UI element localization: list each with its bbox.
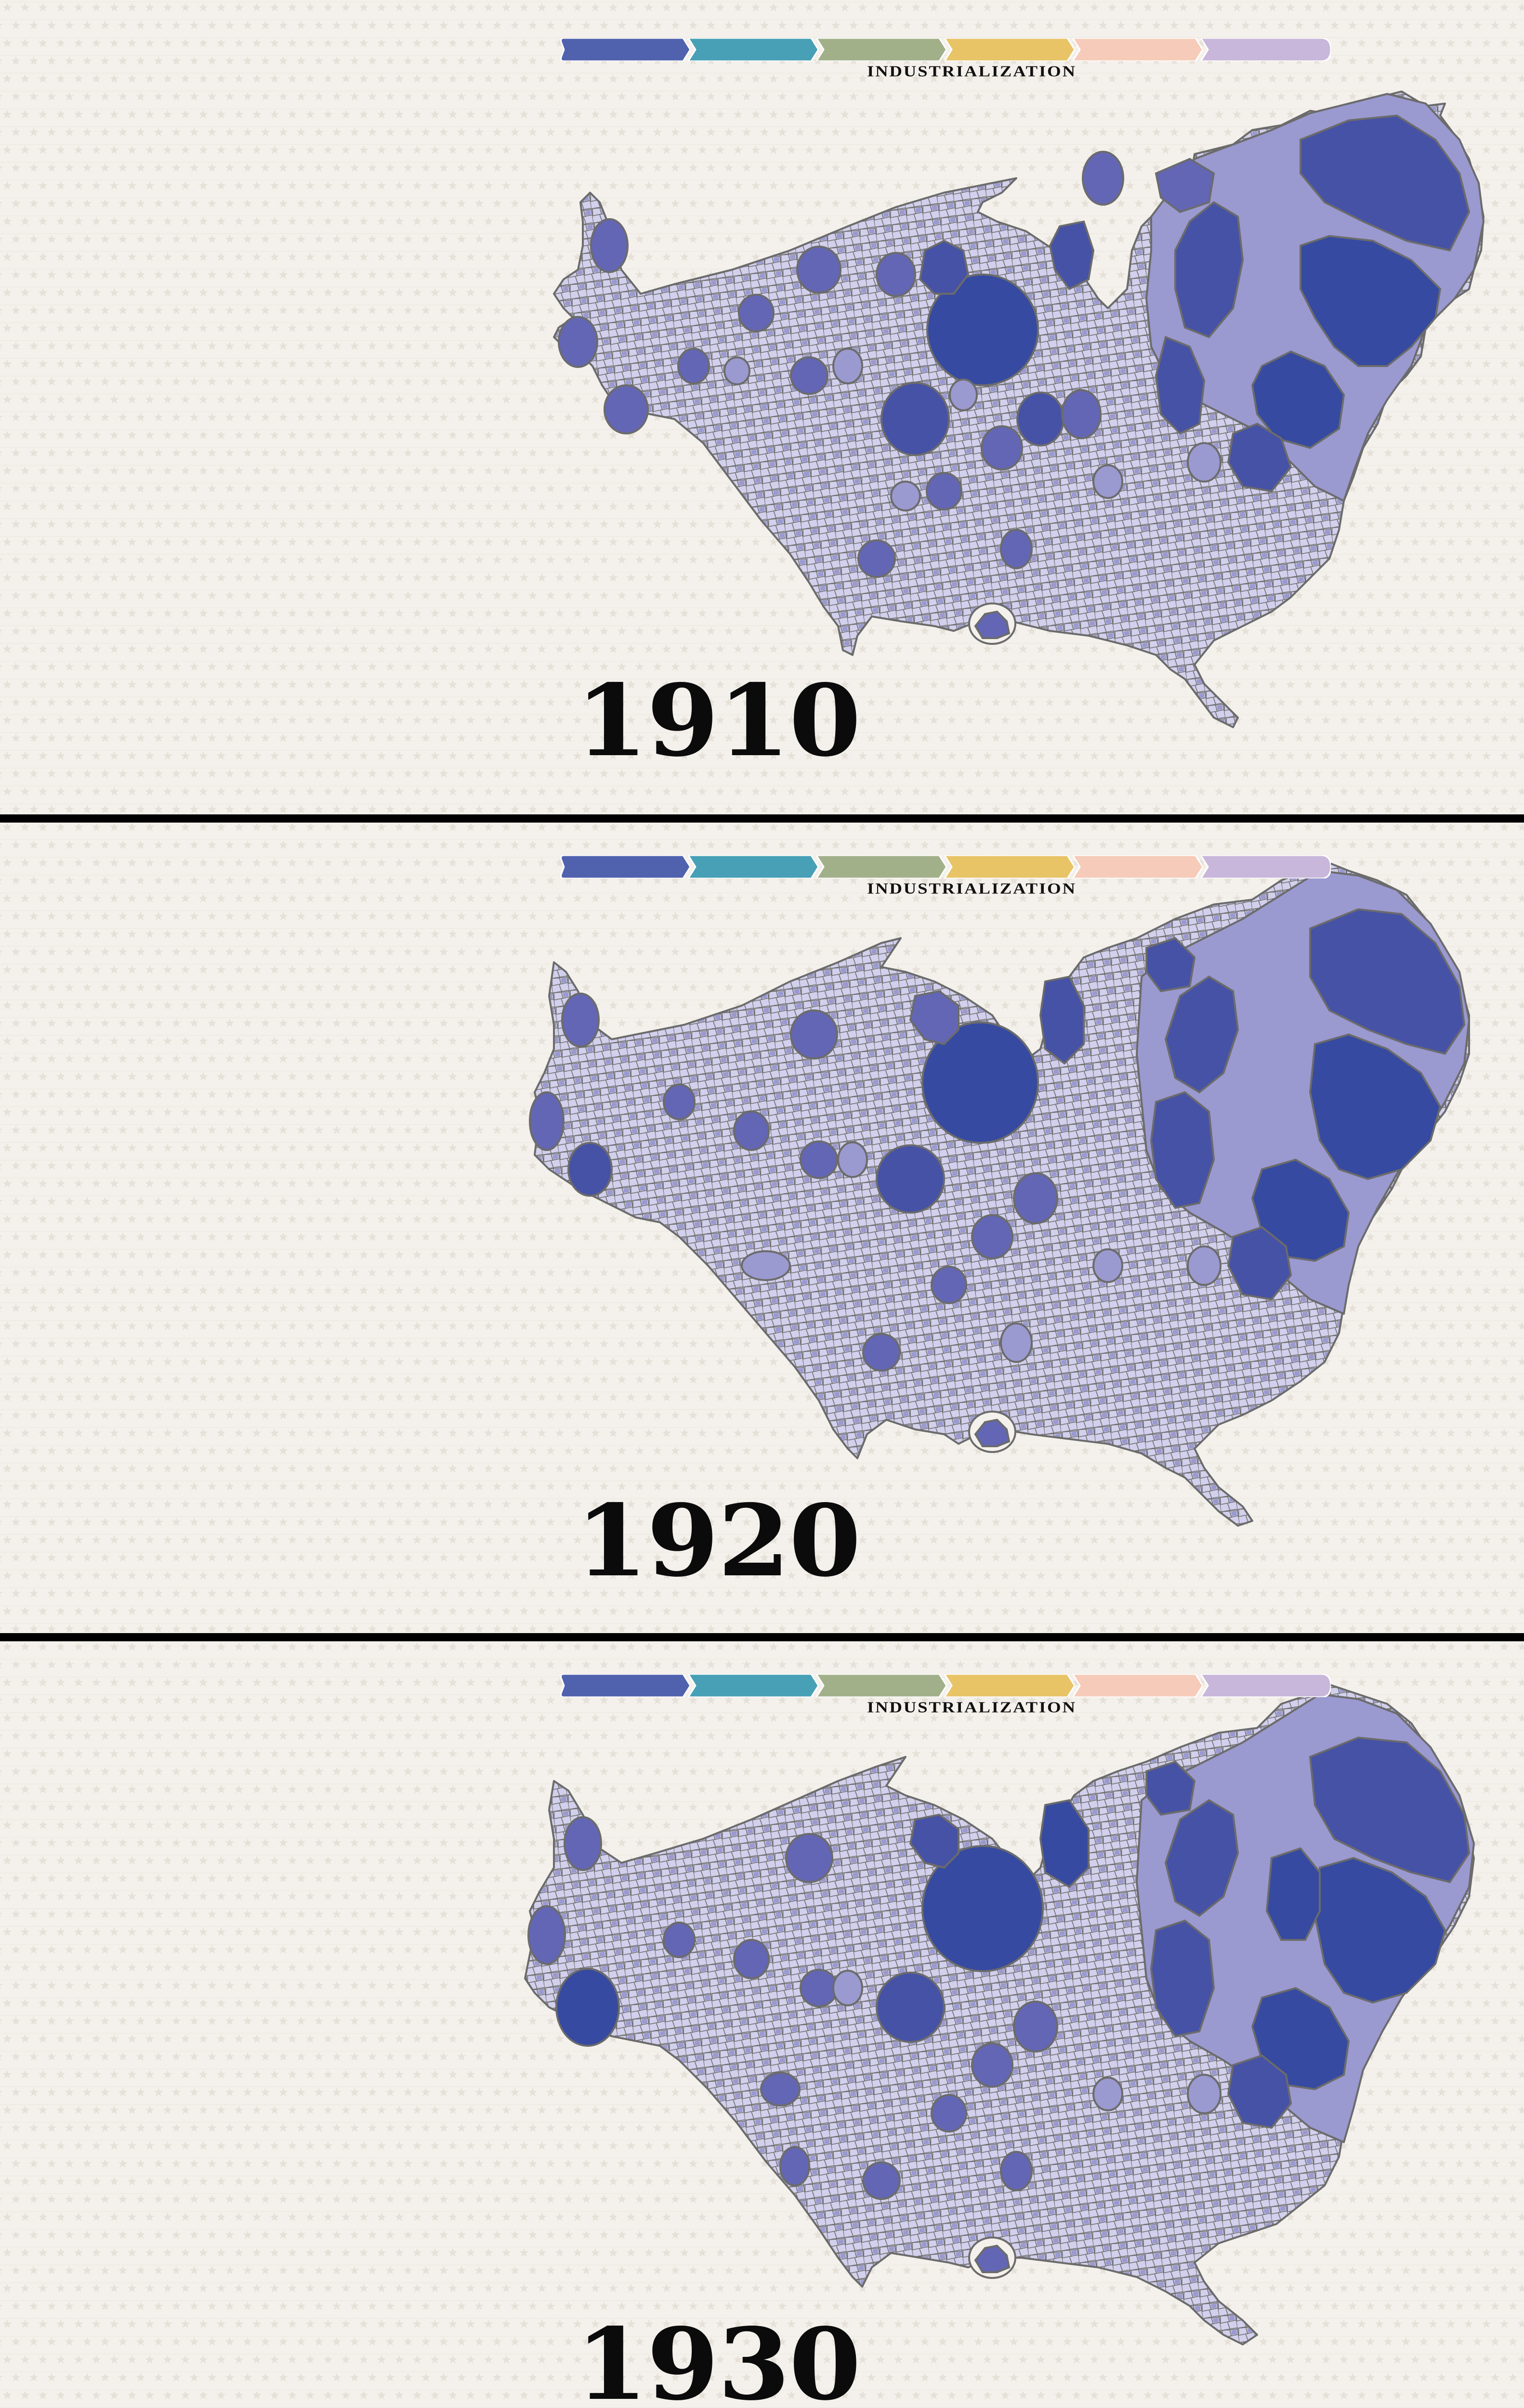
legend-title: INDUSTRIALIZATION	[867, 880, 1077, 897]
legend-segment-4	[945, 38, 1075, 61]
panel-divider-1	[0, 814, 1524, 823]
cartogram-map-1910	[553, 91, 1485, 728]
era-legend-bar	[560, 1674, 1331, 1697]
legend-title: INDUSTRIALIZATION	[867, 1699, 1077, 1716]
legend-segment-5	[1073, 1674, 1203, 1697]
panel-divider-2	[0, 1633, 1524, 1641]
cartogram-map-1920	[529, 860, 1470, 1527]
legend-segment-4	[945, 855, 1075, 878]
legend-segment-4	[945, 1674, 1075, 1697]
legend-segment-2	[688, 1674, 818, 1697]
legend-segment-1	[560, 855, 690, 878]
legend-segment-6	[1201, 855, 1331, 878]
legend-segment-3	[816, 1674, 946, 1697]
era-legend-bar	[560, 855, 1331, 878]
high-industrialization-regions	[558, 114, 1471, 645]
era-legend-bar	[560, 38, 1331, 61]
legend-segment-3	[816, 855, 946, 878]
panel-1910: INDUSTRIALIZATION 1910	[0, 0, 1524, 814]
legend-segment-2	[688, 855, 818, 878]
panel-1920: INDUSTRIALIZATION 1920	[0, 823, 1524, 1633]
legend-segment-2	[688, 38, 818, 61]
year-label: 1930	[576, 2307, 861, 2408]
year-label: 1920	[576, 1483, 861, 1599]
panel-1930: INDUSTRIALIZATION 1930	[0, 1641, 1524, 2408]
legend-segment-1	[560, 1674, 690, 1697]
legend-segment-6	[1201, 1674, 1331, 1697]
legend-segment-3	[816, 38, 946, 61]
legend-segment-5	[1073, 855, 1203, 878]
cartogram-map-1930	[524, 1684, 1475, 2345]
legend-segment-5	[1073, 38, 1203, 61]
high-industrialization-regions	[529, 908, 1466, 1453]
legend-segment-1	[560, 38, 690, 61]
legend-segment-6	[1201, 38, 1331, 61]
legend-title: INDUSTRIALIZATION	[867, 63, 1077, 80]
high-industrialization-regions	[527, 1736, 1471, 2279]
year-label: 1910	[576, 663, 861, 779]
